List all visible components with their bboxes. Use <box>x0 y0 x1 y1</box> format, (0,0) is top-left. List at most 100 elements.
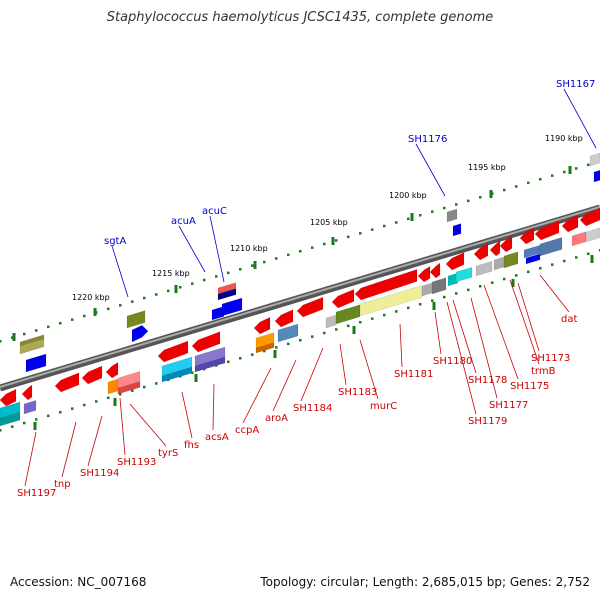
gene-arrow <box>561 214 579 233</box>
gene-label: dat <box>561 314 577 325</box>
gene-arrow <box>274 309 294 328</box>
scale-dot <box>47 414 50 418</box>
gene-leader-line <box>181 391 193 439</box>
gene-block <box>493 256 505 271</box>
major-tick <box>194 374 198 382</box>
scale-dot <box>35 418 38 421</box>
gene-label: aroA <box>265 413 288 424</box>
gene-arrow <box>445 252 465 271</box>
gene-block <box>107 378 119 395</box>
gene-arrow <box>296 296 324 318</box>
major-tick <box>174 285 178 293</box>
gene-block <box>421 282 433 297</box>
scale-dot <box>11 425 14 428</box>
gene-arrow <box>21 384 33 401</box>
gene-leader-line <box>119 397 126 456</box>
major-tick <box>33 422 37 430</box>
map-title: Staphylococcus haemolyticus JCSC1435, co… <box>106 10 494 25</box>
gene-block <box>452 223 462 237</box>
major-tick <box>331 237 335 245</box>
gene-block <box>19 334 45 347</box>
scale-label: 1210 kbp <box>230 244 268 253</box>
gene-label: SH1175 <box>510 381 549 392</box>
gene-block <box>131 324 149 343</box>
scale-dot <box>455 292 458 295</box>
scale-dot <box>587 252 590 256</box>
gene-arrow <box>473 243 489 261</box>
major-tick <box>590 255 594 263</box>
gene-block <box>455 266 473 283</box>
scale-label: 1205 kbp <box>310 218 348 227</box>
scale-dot <box>83 314 86 318</box>
gene-label: SH1197 <box>17 488 56 499</box>
major-tick <box>432 302 436 310</box>
scale-dot <box>563 170 566 174</box>
scale-dot <box>179 286 182 289</box>
scale-dot <box>491 281 494 284</box>
scale-dot <box>575 167 578 170</box>
gene-leader-line <box>434 311 442 355</box>
scale-dot <box>383 224 386 228</box>
scale-label: 1195 kbp <box>468 163 506 172</box>
scale-label: 1200 kbp <box>389 191 427 200</box>
scale-dot <box>503 277 506 281</box>
scale-dot <box>227 271 230 275</box>
major-tick <box>93 308 97 316</box>
gene-arrow <box>489 240 501 257</box>
scale-dot <box>527 270 530 274</box>
gene-leader-line <box>446 301 477 415</box>
scale-label: 1220 kbp <box>72 293 110 302</box>
gene-leader-line <box>415 143 446 197</box>
scale-dot <box>407 217 410 221</box>
gene-block <box>571 231 587 247</box>
gene-label: SH1184 <box>293 403 332 414</box>
gene-block <box>589 152 600 167</box>
scale-dot <box>119 393 122 396</box>
gene-block <box>255 342 275 354</box>
gene-arrow <box>429 262 441 279</box>
gene-label: trmB <box>531 366 556 377</box>
gene-label: SH1178 <box>468 375 507 386</box>
scale-dot <box>335 239 338 242</box>
scale-label: 1190 kbp <box>545 134 583 143</box>
gene-block <box>194 356 226 373</box>
gene-arrow <box>579 207 600 227</box>
scale-dot <box>263 260 266 264</box>
gene-arrow <box>519 227 535 245</box>
gene-leader-line <box>242 367 272 424</box>
scale-dot <box>299 250 302 253</box>
scale-dot <box>299 339 302 342</box>
gene-label: SH1194 <box>80 468 119 479</box>
scale-dot <box>443 206 446 210</box>
genome-backbone-highlight <box>0 206 600 388</box>
scale-dot <box>359 321 362 324</box>
gene-label: SH1173 <box>531 353 570 364</box>
gene-block <box>19 338 45 355</box>
scale-dot <box>0 340 2 343</box>
gene-label: sgtA <box>104 236 126 247</box>
scale-dot <box>167 289 170 293</box>
scale-dot <box>131 389 134 392</box>
scale-dot <box>59 411 62 414</box>
gene-block <box>446 208 458 223</box>
gene-arrow <box>354 269 418 301</box>
gene-leader-line <box>483 284 519 380</box>
gene-block <box>475 260 493 277</box>
gene-leader-line <box>272 359 297 412</box>
gene-arrow <box>253 316 271 335</box>
gene-block <box>161 366 193 383</box>
gene-arrow <box>191 331 221 353</box>
scale-dot <box>431 210 434 213</box>
scale-dot <box>191 282 194 285</box>
scale-dot <box>239 268 242 271</box>
gene-block <box>25 353 47 373</box>
scale-dot <box>0 429 2 432</box>
gene-block <box>117 381 141 395</box>
gene-block <box>23 400 37 415</box>
scale-dot <box>383 313 386 317</box>
major-tick <box>12 333 16 341</box>
scale-dot <box>23 421 26 425</box>
scale-dot <box>323 242 326 246</box>
gene-leader-line <box>359 339 379 400</box>
